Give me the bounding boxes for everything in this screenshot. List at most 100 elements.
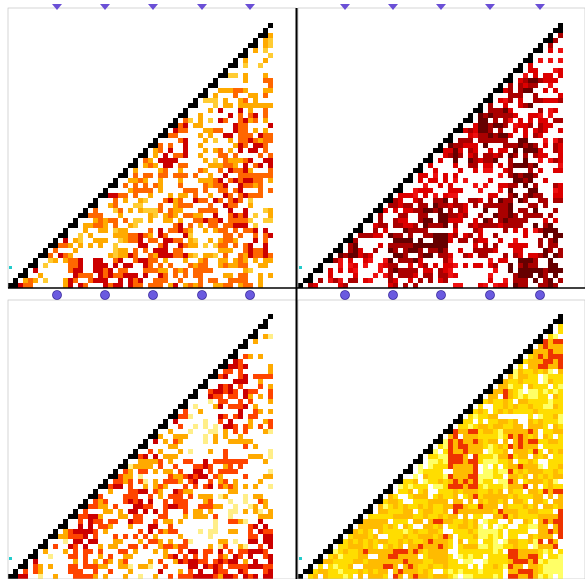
cell: [428, 223, 433, 228]
cell: [453, 439, 458, 444]
cell: [168, 529, 173, 534]
cell: [493, 549, 498, 554]
cell: [478, 549, 483, 554]
cell: [243, 429, 248, 434]
cell: [543, 389, 548, 394]
cell: [493, 203, 498, 208]
cell: [478, 489, 483, 494]
cell: [558, 128, 563, 133]
cell: [453, 218, 458, 223]
cell: [208, 534, 213, 539]
cell: [548, 514, 553, 519]
cell: [43, 253, 48, 258]
cell: [123, 514, 128, 519]
cell: [233, 479, 238, 484]
cell: [358, 524, 363, 529]
cell: [528, 549, 533, 554]
cell: [508, 158, 513, 163]
cell: [238, 253, 243, 258]
cell: [168, 263, 173, 268]
cell: [228, 404, 233, 409]
cell: [143, 439, 148, 444]
cell: [548, 439, 553, 444]
cell: [438, 534, 443, 539]
cell: [413, 459, 418, 464]
cell: [538, 564, 543, 569]
cell: [243, 178, 248, 183]
cell: [558, 434, 563, 439]
cell: [503, 449, 508, 454]
cell: [223, 188, 228, 193]
cell: [138, 178, 143, 183]
cell: [153, 183, 158, 188]
cell: [208, 218, 213, 223]
cell: [493, 268, 498, 273]
cell: [458, 238, 463, 243]
cell: [53, 258, 58, 263]
cell: [308, 574, 313, 579]
cell: [503, 554, 508, 559]
cell: [553, 484, 558, 489]
cell: [413, 474, 418, 479]
cell: [558, 509, 563, 514]
cell: [363, 569, 368, 574]
cell: [228, 208, 233, 213]
cell: [543, 489, 548, 494]
cell: [483, 434, 488, 439]
cell: [73, 509, 78, 514]
cell: [188, 118, 193, 123]
cell: [23, 564, 28, 569]
cell: [483, 409, 488, 414]
cell: [508, 73, 513, 78]
cell: [498, 188, 503, 193]
cell: [508, 193, 513, 198]
cell: [518, 409, 523, 414]
cell: [328, 253, 333, 258]
cell: [423, 243, 428, 248]
cell: [213, 434, 218, 439]
cell: [523, 283, 528, 288]
cell: [143, 208, 148, 213]
cell: [558, 369, 563, 374]
cell: [553, 33, 558, 38]
cell: [508, 118, 513, 123]
cell: [438, 158, 443, 163]
cell: [393, 248, 398, 253]
cell: [508, 529, 513, 534]
cell: [488, 108, 493, 113]
cell: [113, 469, 118, 474]
cell: [533, 434, 538, 439]
cell: [253, 253, 258, 258]
cell: [458, 499, 463, 504]
cell: [233, 404, 238, 409]
cell: [388, 539, 393, 544]
cell: [543, 354, 548, 359]
cell: [553, 208, 558, 213]
cell: [478, 444, 483, 449]
cell: [458, 414, 463, 419]
cell: [378, 203, 383, 208]
cell: [503, 499, 508, 504]
cell: [478, 454, 483, 459]
cell: [483, 283, 488, 288]
cell: [243, 424, 248, 429]
cell: [208, 479, 213, 484]
cell: [468, 133, 473, 138]
cell: [123, 238, 128, 243]
cell: [108, 268, 113, 273]
cell: [518, 539, 523, 544]
cell: [158, 559, 163, 564]
cell: [193, 394, 198, 399]
cell: [223, 88, 228, 93]
cell: [173, 439, 178, 444]
cell: [233, 439, 238, 444]
cell: [513, 444, 518, 449]
cell: [558, 118, 563, 123]
cell: [493, 529, 498, 534]
cell: [233, 424, 238, 429]
cell: [198, 559, 203, 564]
cell: [483, 163, 488, 168]
cell: [463, 559, 468, 564]
cell: [498, 524, 503, 529]
mid-marker: [340, 290, 350, 300]
